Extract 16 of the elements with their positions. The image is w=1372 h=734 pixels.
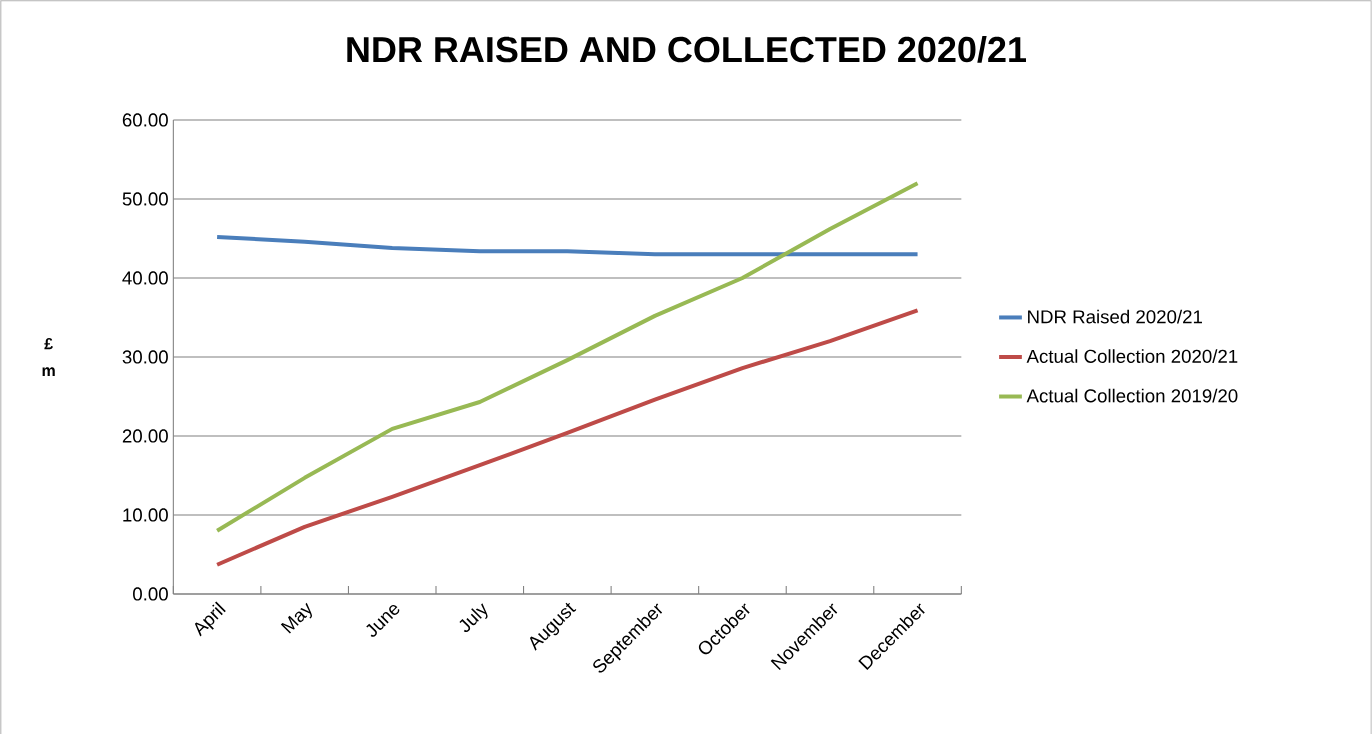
legend-label: Actual Collection 2020/21	[1026, 349, 1238, 363]
y-tick-label: 50.00	[122, 192, 168, 206]
y-tick-label: 10.00	[123, 508, 168, 522]
legend-label: Actual Collection 2019/20	[1026, 388, 1238, 403]
y-tick-label: 60.00	[122, 113, 168, 127]
line-series	[215, 308, 920, 567]
y-tick-label: 20.00	[122, 429, 168, 443]
y-tick-label: 30.00	[122, 350, 168, 364]
chart-title: NDR RAISED AND COLLECTED 2020/21	[347, 35, 1026, 63]
y-tick-label: 0.00	[133, 587, 168, 601]
line-series	[215, 181, 920, 533]
y-tick-label: 40.00	[122, 271, 168, 285]
y-axis-title: £ m	[42, 338, 55, 376]
x-tick-label: May	[280, 602, 312, 634]
x-tick-label: July	[459, 603, 488, 633]
legend-label: NDR Raised 2020/21	[1028, 309, 1202, 324]
